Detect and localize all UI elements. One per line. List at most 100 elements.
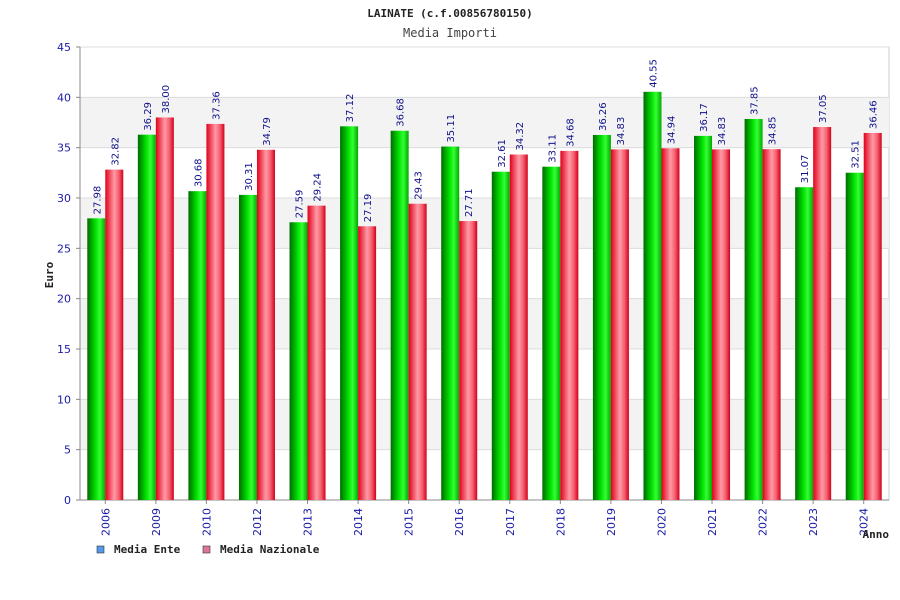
data-label: 34.85 bbox=[768, 117, 779, 146]
bar-media-ente bbox=[795, 187, 814, 500]
y-axis-label: Euro bbox=[43, 261, 56, 288]
bar-media-nazionale bbox=[256, 149, 275, 500]
x-tick-label: 2013 bbox=[302, 508, 315, 536]
x-tick-label: 2012 bbox=[251, 508, 264, 536]
bar-media-nazionale bbox=[661, 148, 680, 500]
bar-media-nazionale bbox=[813, 127, 832, 500]
data-label: 36.29 bbox=[143, 102, 154, 131]
bar-media-ente bbox=[188, 191, 207, 500]
y-tick-label: 10 bbox=[57, 393, 71, 406]
bar-media-ente bbox=[340, 126, 359, 501]
bar-media-ente bbox=[491, 171, 510, 500]
data-label: 32.82 bbox=[110, 137, 121, 166]
bar-media-ente bbox=[643, 91, 662, 501]
bar-media-nazionale bbox=[206, 123, 225, 500]
data-label: 27.59 bbox=[295, 190, 306, 219]
y-tick-label: 35 bbox=[57, 142, 71, 155]
x-tick-label: 2018 bbox=[554, 508, 567, 536]
data-label: 30.31 bbox=[244, 162, 255, 191]
legend-label: Media Nazionale bbox=[220, 543, 320, 556]
bar-media-nazionale bbox=[509, 154, 528, 500]
data-label: 37.12 bbox=[345, 94, 356, 123]
x-tick-label: 2006 bbox=[99, 508, 112, 536]
data-label: 32.51 bbox=[851, 140, 862, 169]
y-tick-label: 45 bbox=[57, 41, 71, 54]
data-label: 35.11 bbox=[446, 114, 457, 143]
x-tick-label: 2009 bbox=[150, 508, 163, 536]
bar-media-ente bbox=[542, 166, 561, 500]
bar-media-nazionale bbox=[105, 169, 124, 500]
data-label: 34.83 bbox=[717, 117, 728, 146]
legend: Media Ente Media Nazionale bbox=[96, 543, 320, 556]
x-tick-label: 2020 bbox=[655, 508, 668, 536]
data-label: 37.85 bbox=[750, 86, 761, 115]
bar-media-ente bbox=[289, 222, 308, 500]
bar-media-nazionale bbox=[762, 149, 781, 500]
y-tick-label: 20 bbox=[57, 293, 71, 306]
x-tick-label: 2023 bbox=[807, 508, 820, 536]
bar-media-ente bbox=[137, 134, 156, 500]
bar-media-nazionale bbox=[712, 149, 731, 501]
bar-media-ente bbox=[87, 218, 106, 501]
x-tick-label: 2017 bbox=[504, 508, 517, 536]
data-label: 34.94 bbox=[666, 116, 677, 145]
data-label: 27.19 bbox=[363, 194, 374, 223]
bar-media-nazionale bbox=[155, 117, 174, 500]
bar-media-ente bbox=[238, 194, 257, 500]
bar-media-nazionale bbox=[358, 226, 377, 500]
x-tick-label: 2024 bbox=[858, 508, 871, 536]
data-label: 30.68 bbox=[193, 159, 204, 188]
bar-media-ente bbox=[441, 146, 460, 500]
bar-media-ente bbox=[744, 118, 763, 500]
data-label: 29.43 bbox=[414, 171, 425, 200]
data-label: 31.07 bbox=[800, 155, 811, 184]
y-tick-label: 25 bbox=[57, 242, 71, 255]
bar-media-ente bbox=[694, 135, 713, 500]
bar-media-ente bbox=[390, 130, 409, 500]
x-tick-label: 2010 bbox=[200, 508, 213, 536]
y-tick-label: 5 bbox=[64, 444, 71, 457]
data-label: 37.36 bbox=[211, 91, 222, 120]
bar-media-nazionale bbox=[459, 221, 478, 500]
x-tick-label: 2019 bbox=[605, 508, 618, 536]
bar-media-nazionale bbox=[863, 132, 882, 500]
chart-title: LAINATE (c.f.00856780150) bbox=[367, 7, 533, 20]
data-label: 27.71 bbox=[464, 188, 475, 217]
data-label: 40.55 bbox=[648, 59, 659, 88]
data-label: 37.05 bbox=[818, 94, 829, 123]
x-axis-label: Anno bbox=[863, 528, 890, 541]
y-tick-label: 0 bbox=[64, 494, 71, 507]
bar-group bbox=[87, 91, 882, 501]
data-label: 27.98 bbox=[92, 186, 103, 215]
data-label-group: 27.98 32.82 36.29 38.00 30.68 37.36 30.31 34.79… bbox=[92, 59, 879, 222]
y-tick-group: 0 5 10 15 20 25 30 35 40 45 bbox=[57, 41, 80, 507]
data-label: 29.24 bbox=[313, 173, 324, 202]
x-tick-label: 2015 bbox=[403, 508, 416, 536]
data-label: 36.46 bbox=[869, 100, 880, 129]
data-label: 34.79 bbox=[262, 117, 273, 146]
data-label: 34.83 bbox=[616, 117, 627, 146]
data-label: 33.11 bbox=[547, 134, 558, 163]
x-tick-label: 2021 bbox=[706, 508, 719, 536]
bar-media-ente bbox=[592, 134, 611, 500]
x-tick-label: 2016 bbox=[453, 508, 466, 536]
data-label: 34.68 bbox=[565, 118, 576, 147]
data-label: 36.26 bbox=[598, 102, 609, 131]
y-tick-label: 30 bbox=[57, 192, 71, 205]
bar-media-nazionale bbox=[408, 203, 427, 500]
data-label: 34.32 bbox=[515, 122, 526, 151]
x-tick-label: 2014 bbox=[352, 508, 365, 536]
data-label: 32.61 bbox=[497, 139, 508, 168]
bar-media-nazionale bbox=[610, 149, 629, 501]
y-tick-label: 40 bbox=[57, 91, 71, 104]
bar-media-nazionale bbox=[560, 150, 579, 500]
data-label: 38.00 bbox=[161, 85, 172, 114]
chart-subtitle: Media Importi bbox=[403, 26, 497, 40]
x-tick-group: 2006 2009 2010 2012 2013 2014 2015 2016 2017 2018… bbox=[99, 500, 871, 536]
legend-label: Media Ente bbox=[114, 543, 181, 556]
data-label: 36.17 bbox=[699, 103, 710, 132]
x-tick-label: 2022 bbox=[757, 508, 770, 536]
bar-media-ente bbox=[845, 172, 864, 500]
bar-media-nazionale bbox=[307, 205, 326, 500]
